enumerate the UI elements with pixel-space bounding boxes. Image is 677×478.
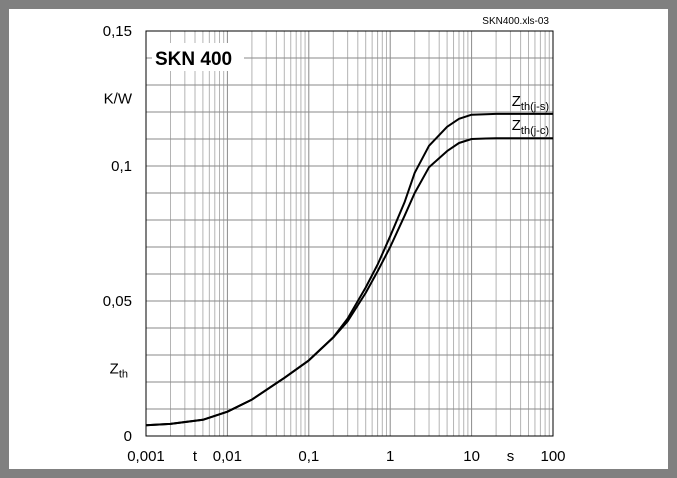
series-labels: Zth(j-s)Zth(j-c): [512, 93, 549, 137]
thermal-impedance-chart: 0,001 0,01 0,1 1 10 100 0 0,05 0,1 0,15 SKN 400 S…: [103, 16, 566, 465]
y-axis-symbol: Zth: [110, 361, 128, 381]
x-axis-unit: s: [507, 448, 515, 465]
series-label-2: Zth(j-c): [512, 117, 549, 137]
plot-border: [145, 30, 554, 437]
series-line-2: [145, 137, 553, 427]
tick-labels: 0,001 0,01 0,1 1 10 100 0 0,05 0,1 0,15: [103, 23, 566, 465]
series-label-1: Zth(j-s): [512, 93, 549, 113]
x-tick-label: 0,001: [127, 448, 165, 465]
x-tick-label: 100: [540, 448, 565, 465]
title-box: [152, 43, 244, 71]
x-axis-symbol: t: [193, 448, 198, 465]
series-label-sub: th(j-s): [521, 101, 549, 113]
y-tick-label: 0: [124, 428, 132, 445]
chart-frame: 0,001 0,01 0,1 1 10 100 0 0,05 0,1 0,15 SKN 400 S…: [9, 9, 668, 469]
series-line-1: [145, 112, 553, 427]
y-axis-unit: K/W: [104, 91, 133, 108]
y-tick-label: 0,15: [103, 23, 132, 40]
x-tick-label: 0,1: [298, 448, 319, 465]
grid-lines: [145, 30, 553, 437]
x-tick-label: 1: [386, 448, 394, 465]
y-axis-symbol-main: Z: [110, 361, 119, 378]
series-label-sub: th(j-c): [521, 125, 549, 137]
y-tick-label: 0,05: [103, 293, 132, 310]
series-label-main: Z: [512, 117, 521, 134]
chart-title: SKN 400: [155, 49, 232, 70]
file-label: SKN400.xls-03: [482, 16, 549, 27]
x-tick-label: 0,01: [213, 448, 242, 465]
x-tick-label: 10: [463, 448, 480, 465]
y-axis-symbol-sub: th: [119, 369, 128, 381]
series-layer: [145, 112, 553, 427]
y-tick-label: 0,1: [111, 158, 132, 175]
series-label-main: Z: [512, 93, 521, 110]
